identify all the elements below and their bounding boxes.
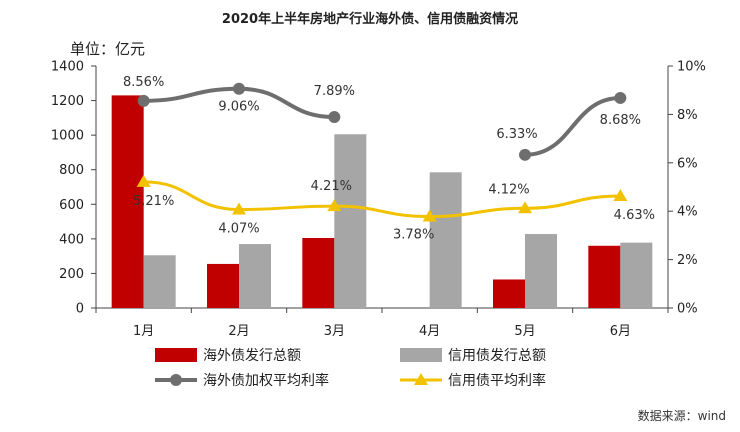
legend-item: 信用债发行总额 xyxy=(400,348,546,364)
marker-credit-rate xyxy=(327,199,342,212)
x-tick-label: 3月 xyxy=(324,324,345,339)
bar-overseas xyxy=(302,237,335,308)
legend-item: 海外债加权平均利率 xyxy=(155,372,329,389)
data-labels-group: 8.56% 9.06% 7.89% 6.33% 8.68% 5.21% 4.07% 4.21%… xyxy=(123,75,655,243)
data-label-overseas-rate: 8.56% xyxy=(123,75,164,90)
data-label-credit-rate: 4.12% xyxy=(488,182,529,197)
y-right-tick-label: 6% xyxy=(677,156,698,171)
data-label-credit-rate: 5.21% xyxy=(133,194,174,209)
data-label-overseas-rate: 7.89% xyxy=(314,84,355,99)
bar-credit xyxy=(525,234,557,308)
marker-credit-rate xyxy=(136,174,151,187)
data-label-credit-rate: 4.07% xyxy=(218,222,259,237)
legend-label: 海外债发行总额 xyxy=(203,348,301,364)
marker-credit-rate xyxy=(422,209,437,222)
unit-label: 单位：亿元 xyxy=(70,40,146,58)
x-tick-label: 1月 xyxy=(133,324,154,339)
marker-overseas-rate xyxy=(328,111,341,124)
marker-overseas-rate xyxy=(614,91,627,104)
legend-swatch-marker xyxy=(414,373,428,385)
y-right-tick-label: 4% xyxy=(677,205,698,220)
bar-credit xyxy=(429,172,462,308)
y-left-tick-label: 600 xyxy=(59,198,84,213)
x-tick-label: 4月 xyxy=(419,324,440,339)
bar-credit xyxy=(143,255,176,308)
marker-overseas-rate xyxy=(519,148,531,161)
data-label-credit-rate: 4.21% xyxy=(311,179,352,194)
y-left-tick-label: 800 xyxy=(59,163,84,178)
bar-overseas xyxy=(493,279,525,308)
bar-credit xyxy=(334,134,367,308)
y-right-tick-label: 0% xyxy=(677,302,698,317)
lines-group xyxy=(136,82,628,222)
y-right-tick-label: 8% xyxy=(677,108,698,123)
y-left-tick-label: 1400 xyxy=(51,60,84,75)
bar-overseas xyxy=(207,263,239,308)
y-left-tick-label: 200 xyxy=(59,267,84,282)
y-right-tick-label: 2% xyxy=(677,253,698,268)
marker-credit-rate xyxy=(613,188,628,201)
bar-overseas xyxy=(111,95,144,308)
legend-label: 海外债加权平均利率 xyxy=(203,372,329,389)
legend-swatch-marker xyxy=(170,374,182,386)
marker-overseas-rate xyxy=(137,94,150,107)
data-label-overseas-rate: 6.33% xyxy=(496,127,537,142)
y-left-tick-label: 1000 xyxy=(51,129,84,144)
legend-item: 海外债发行总额 xyxy=(155,348,301,364)
bars-group xyxy=(111,95,653,308)
data-label-credit-rate: 4.63% xyxy=(614,208,655,223)
line-overseas-rate xyxy=(524,95,621,157)
x-tick-label: 6月 xyxy=(610,324,631,339)
legend-label: 信用债平均利率 xyxy=(448,372,546,389)
source-note: 数据来源：wind xyxy=(637,409,726,423)
y-left-tick-label: 0 xyxy=(76,302,84,317)
bar-credit xyxy=(620,242,653,308)
marker-credit-rate xyxy=(518,201,532,214)
legend-item: 信用债平均利率 xyxy=(400,372,546,389)
legend-swatch xyxy=(155,348,197,362)
y-left-tick-label: 1200 xyxy=(51,94,84,109)
x-tick-label: 5月 xyxy=(514,324,535,339)
y-right-tick-label: 10% xyxy=(677,60,706,75)
y-left-tick-label: 400 xyxy=(59,232,84,247)
data-label-credit-rate: 3.78% xyxy=(393,228,434,243)
legend-label: 信用债发行总额 xyxy=(448,348,546,364)
marker-credit-rate xyxy=(232,202,246,215)
chart-title: 2020年上半年房地产行业海外债、信用债融资情况 xyxy=(221,12,519,27)
bar-credit xyxy=(239,244,271,308)
axes-group: 0 200 400 600 800 1000 1200 1400 0% 2% 4% 6% 8% 10% 1月… xyxy=(51,60,706,340)
line-credit-rate xyxy=(143,180,621,219)
data-label-overseas-rate: 8.68% xyxy=(600,113,641,128)
legend-swatch xyxy=(400,348,442,362)
marker-overseas-rate xyxy=(233,82,245,95)
x-tick-label: 2月 xyxy=(228,324,249,339)
data-label-overseas-rate: 9.06% xyxy=(218,100,259,115)
bar-overseas xyxy=(588,245,621,308)
